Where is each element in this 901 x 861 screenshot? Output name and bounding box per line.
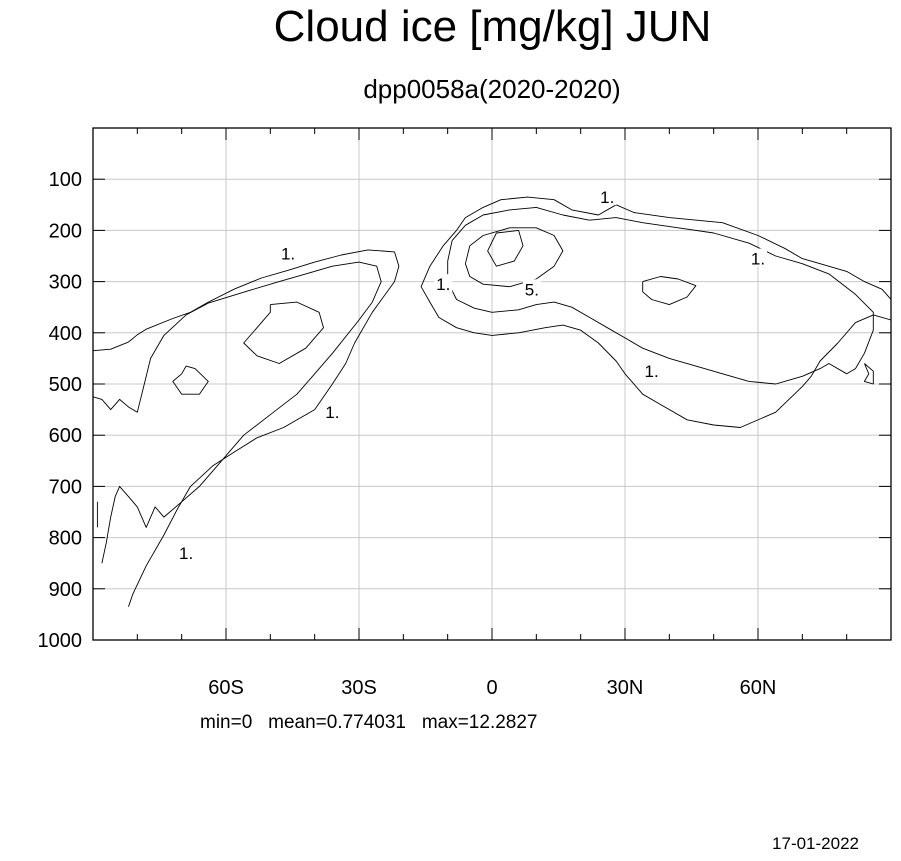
contour-line-level-1 — [447, 206, 874, 385]
contour-label-bg — [642, 361, 661, 380]
x-tick-label: 30S — [341, 677, 377, 699]
x-tick-labels: 60S 30S 0 30N 60N — [208, 677, 776, 699]
contour-line-level-1 — [863, 363, 874, 385]
chart-subtitle: dpp0058a(2020-2020) — [363, 74, 621, 104]
contour-label-bg — [749, 248, 767, 267]
contour-label: 1. — [600, 188, 614, 207]
contour-line-level-1 — [642, 276, 697, 306]
chart-title: Cloud ice [mg/kg] JUN — [273, 2, 712, 51]
y-tick-label: 600 — [49, 425, 82, 447]
y-tick-label: 400 — [49, 323, 82, 345]
contour-label: 1. — [751, 250, 765, 269]
contour-label: 1. — [325, 403, 339, 422]
contour-line-level-5 — [487, 229, 524, 267]
y-tick-label: 300 — [49, 272, 82, 294]
contour-label: 1. — [179, 544, 193, 563]
y-tick-label: 200 — [49, 220, 82, 242]
y-tick-label: 800 — [49, 528, 82, 550]
contour-lines — [93, 196, 891, 607]
contour-label-bg — [434, 274, 453, 293]
y-tick-label: 100 — [49, 169, 82, 191]
contour-labels: 1. 1. 1. 1. 5. 1. 1. 1. — [177, 187, 767, 563]
y-tick-label: 500 — [49, 374, 82, 396]
contour-label-bg — [177, 542, 196, 561]
grid-lines — [93, 128, 891, 640]
contour-label-bg — [522, 279, 541, 298]
axis-ticks — [93, 128, 891, 640]
contour-line-level-1 — [93, 261, 382, 564]
contour-label: 1. — [645, 362, 659, 381]
x-tick-label: 60N — [740, 677, 777, 699]
y-tick-label: 1000 — [38, 630, 83, 652]
contour-label: 5. — [525, 280, 539, 299]
contour-label: 1. — [281, 244, 295, 263]
contour-line-level-1 — [243, 301, 324, 364]
contour-label-bg — [598, 187, 617, 206]
contour-line-level-1 — [172, 365, 209, 395]
x-tick-label: 60S — [208, 677, 244, 699]
stats-text: min=0 mean=0.774031 max=12.2827 — [200, 712, 538, 733]
date-stamp: 17-01-2022 — [772, 834, 859, 853]
y-tick-label: 700 — [49, 476, 82, 498]
contour-line-level-1 — [93, 249, 400, 607]
contour-label: 1. — [436, 275, 450, 294]
y-tick-label: 900 — [49, 579, 82, 601]
y-tick-labels: 100 200 300 400 500 600 700 800 900 1000 — [38, 169, 83, 652]
x-tick-label: 0 — [486, 677, 497, 699]
contour-line-level-5 — [464, 227, 564, 288]
contour-label-bg — [323, 402, 342, 421]
x-tick-label: 30N — [607, 677, 644, 699]
contour-label-bg — [279, 243, 298, 262]
